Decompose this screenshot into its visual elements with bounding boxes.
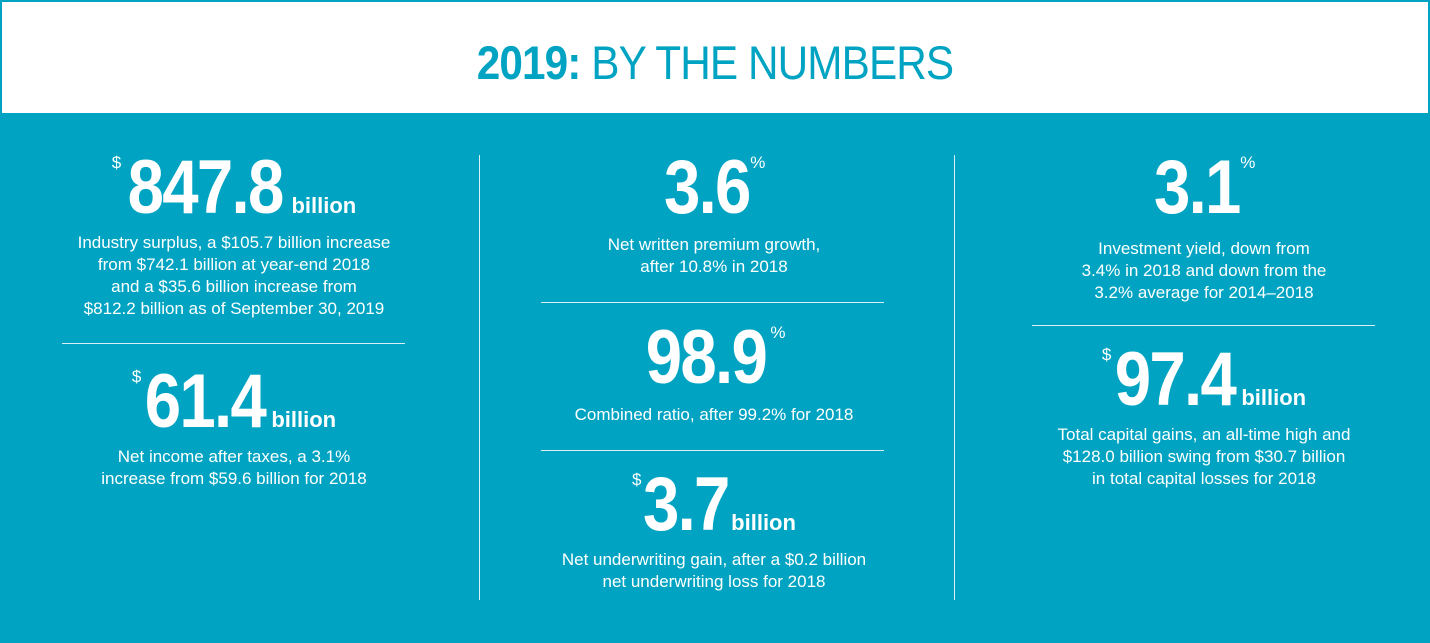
stat-capital-gains-value: 97.4 [1115, 337, 1237, 422]
stat-surplus-figure: $847.8 billion [40, 150, 428, 226]
stat-premium-growth: 3.6% Net written premium growth, after 1… [520, 150, 908, 278]
stat-combined-ratio-figure: 98.9% [520, 320, 908, 396]
divider-col2-b [541, 450, 884, 451]
desc-line: and a $35.6 billion increase from [111, 277, 357, 296]
desc-line: Net underwriting gain, after a $0.2 bill… [561, 550, 867, 569]
desc-line: after 10.8% in 2018 [640, 257, 788, 276]
desc-line: 3.2% average for 2014–2018 [1094, 283, 1314, 302]
desc-line: Industry surplus, a $105.7 billion incre… [77, 233, 391, 252]
desc-line: Total capital gains, an all-time high an… [1057, 425, 1351, 444]
stat-surplus: $847.8 billion Industry surplus, a $105.7… [40, 150, 428, 320]
stat-investment-yield: 3.1% Investment yield, down from 3.4% in… [1010, 150, 1398, 304]
stat-investment-yield-value: 3.1 [1153, 145, 1241, 230]
stat-net-income: $61.4 billion Net income after taxes, a 3… [40, 364, 428, 490]
title-year: 2019: [476, 36, 582, 89]
stat-surplus-prefix: $ [111, 153, 122, 172]
column-divider-right [954, 155, 955, 600]
desc-line: net underwriting loss for 2018 [602, 572, 826, 591]
desc-line: $128.0 billion swing from $30.7 billion [1062, 447, 1346, 466]
desc-line: Net income after taxes, a 3.1% [117, 447, 351, 466]
desc-line: $812.2 billion as of September 30, 2019 [83, 299, 385, 318]
stat-combined-ratio-value: 98.9 [646, 315, 768, 400]
stat-underwriting-gain-figure: $3.7 billion [520, 467, 908, 543]
stat-net-income-desc: Net income after taxes, a 3.1% increase … [40, 446, 428, 490]
header-banner: 2019: BY THE NUMBERS [2, 2, 1428, 113]
stat-capital-gains-unit: billion [1241, 385, 1307, 410]
desc-line: increase from $59.6 billion for 2018 [101, 469, 367, 488]
stat-surplus-unit: billion [291, 193, 357, 218]
stat-underwriting-gain: $3.7 billion Net underwriting gain, after… [520, 467, 908, 593]
stat-net-income-value: 61.4 [145, 359, 267, 444]
stat-underwriting-gain-prefix: $ [632, 470, 642, 489]
stat-net-income-figure: $61.4 billion [40, 364, 428, 440]
desc-line: 3.4% in 2018 and down from the [1081, 261, 1327, 280]
stat-combined-ratio-desc: Combined ratio, after 99.2% for 2018 [520, 404, 908, 426]
divider-col3 [1032, 325, 1375, 326]
divider-col2-a [541, 302, 884, 303]
stat-capital-gains-figure: $97.4 billion [1010, 342, 1398, 418]
stat-premium-growth-suffix: % [750, 153, 766, 172]
desc-line: Investment yield, down from [1098, 239, 1310, 258]
stat-investment-yield-figure: 3.1% [1010, 150, 1398, 226]
stat-capital-gains-desc: Total capital gains, an all-time high an… [1010, 424, 1398, 490]
title-text: BY THE NUMBERS [591, 36, 954, 89]
stat-investment-yield-suffix: % [1240, 153, 1256, 172]
stat-net-income-prefix: $ [131, 367, 142, 386]
column-divider-left [479, 155, 480, 600]
stat-net-income-unit: billion [271, 407, 337, 432]
stat-combined-ratio-suffix: % [770, 323, 786, 342]
stat-underwriting-gain-desc: Net underwriting gain, after a $0.2 bill… [520, 549, 908, 593]
page-title: 2019: BY THE NUMBERS [73, 2, 1356, 88]
desc-line: Net written premium growth, [607, 235, 821, 254]
stat-premium-growth-desc: Net written premium growth, after 10.8% … [520, 234, 908, 278]
divider-col1 [62, 343, 405, 344]
stat-capital-gains: $97.4 billion Total capital gains, an all… [1010, 342, 1398, 490]
desc-line: from $742.1 billion at year-end 2018 [97, 255, 371, 274]
stat-underwriting-gain-unit: billion [731, 510, 796, 535]
stat-combined-ratio: 98.9% Combined ratio, after 99.2% for 20… [520, 320, 908, 426]
stat-premium-growth-value: 3.6 [663, 145, 751, 230]
desc-line: Combined ratio, after 99.2% for 2018 [574, 405, 854, 424]
stat-surplus-value: 847.8 [127, 145, 285, 230]
desc-line: in total capital losses for 2018 [1092, 469, 1316, 488]
stat-investment-yield-desc: Investment yield, down from 3.4% in 2018… [1010, 238, 1398, 304]
stat-premium-growth-figure: 3.6% [520, 150, 908, 226]
stat-surplus-desc: Industry surplus, a $105.7 billion incre… [40, 232, 428, 320]
stat-underwriting-gain-value: 3.7 [642, 462, 729, 547]
stat-capital-gains-prefix: $ [1101, 345, 1112, 364]
